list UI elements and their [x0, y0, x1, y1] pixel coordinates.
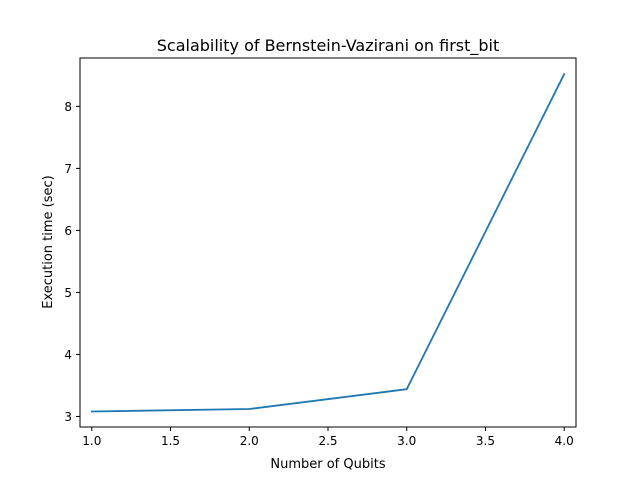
series-line-0	[90, 72, 566, 413]
x-axis-label: Number of Qubits	[270, 457, 385, 472]
y-tick-label: 6	[64, 224, 72, 238]
y-tick-label: 4	[64, 348, 72, 362]
y-tick-label: 8	[64, 100, 72, 114]
x-tick-label: 3.5	[476, 434, 495, 448]
y-axis: 3 4 5 6 7 8	[64, 100, 80, 424]
x-tick-label: 4.0	[555, 434, 574, 448]
x-tick-label: 3.0	[397, 434, 416, 448]
x-tick-label: 1.5	[161, 434, 180, 448]
y-axis-label: Execution time (sec)	[41, 175, 56, 309]
x-tick-label: 2.5	[318, 434, 337, 448]
x-tick-label: 1.0	[82, 434, 101, 448]
x-axis: 1.0 1.5 2.0 2.5 3.0 3.5 4.0	[82, 427, 574, 448]
y-tick-label: 3	[64, 410, 72, 424]
y-tick-label: 5	[64, 286, 72, 300]
plot-area	[90, 72, 566, 413]
y-tick-label: 7	[64, 162, 72, 176]
x-tick-label: 2.0	[240, 434, 259, 448]
chart-title: Scalability of Bernstein-Vazirani on fir…	[157, 36, 500, 56]
